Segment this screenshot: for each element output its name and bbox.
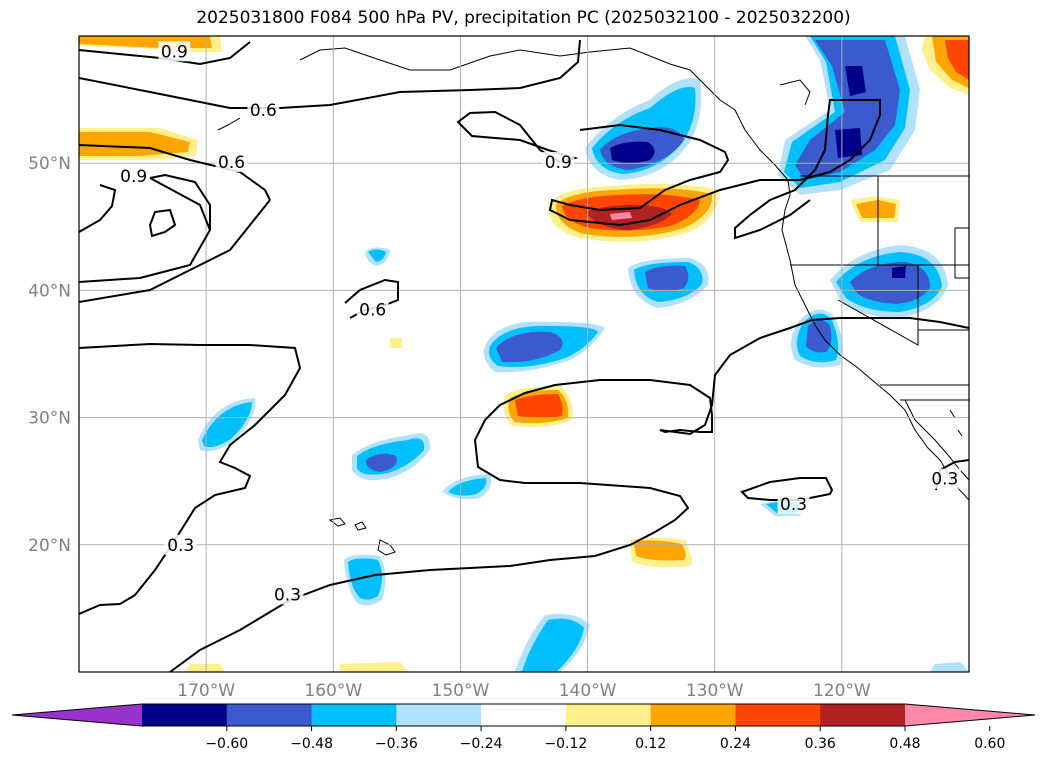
map-frame	[78, 35, 970, 673]
contour-label: 0.3	[167, 536, 194, 556]
colorbar-tick-label: 0.36	[805, 736, 836, 752]
colorbar-segment	[226, 704, 313, 726]
colorbar-tick-label: −0.60	[205, 736, 248, 752]
contour-labels: 0.9 0.6 0.6 0.9 0.9 0.6 0.3 0.3 0.3 0.3	[117, 41, 961, 605]
longitude-labels: 170°W 160°W 150°W 140°W 130°W 120°W	[177, 681, 871, 701]
lon-tick-label: 130°W	[686, 681, 744, 701]
contour-label: 0.9	[120, 167, 147, 187]
lat-tick-label: 40°N	[28, 281, 71, 301]
colorbar-tick-label: 0.48	[889, 736, 920, 752]
graticule	[79, 36, 969, 672]
contour-label-bg	[158, 41, 191, 62]
colorbar-segment	[142, 704, 228, 726]
colorbar-tick-label: −0.48	[290, 736, 333, 752]
colorbar-tick-label: −0.12	[544, 736, 587, 752]
coastlines	[217, 47, 969, 556]
colorbar-tick-label: 0.12	[635, 736, 666, 752]
lon-tick-label: 150°W	[432, 681, 490, 701]
contour-label: 0.9	[161, 42, 188, 62]
precip-fields	[79, 36, 969, 672]
lat-tick-label: 30°N	[28, 409, 71, 429]
contour-label-bg	[247, 99, 280, 120]
lon-tick-label: 140°W	[559, 681, 617, 701]
colorbar-tick-label: 0.60	[974, 736, 1005, 752]
colorbar-segment	[735, 704, 821, 726]
colorbar-segment	[650, 704, 736, 726]
contour-label-bg	[777, 494, 810, 515]
contour-label-bg	[271, 584, 304, 605]
colorbar-tick-label: 0.24	[720, 736, 751, 752]
contour-label-bg	[542, 151, 575, 172]
precip-positive-w	[79, 128, 198, 160]
colorbar: −0.60 −0.48 −0.36 −0.24 −0.12 0.12 0.24 0.36 0.4…	[11, 703, 1036, 752]
contour-label-bg	[928, 468, 961, 489]
precip-negative-mid	[628, 258, 709, 308]
map-panel: 0.9 0.6 0.6 0.9 0.9 0.6 0.3 0.3 0.3 0.3	[79, 36, 969, 672]
lat-tick-label: 20°N	[28, 536, 71, 556]
precip-negative-north-central	[585, 78, 702, 180]
contour-label: 0.6	[250, 101, 277, 121]
precip-negative-central-south	[198, 247, 969, 672]
colorbar-extend-min	[12, 704, 142, 726]
contour-label: 0.3	[931, 470, 958, 490]
colorbar-outline	[11, 703, 1036, 727]
contour-label-bg	[117, 165, 150, 186]
contour-label: 0.9	[545, 153, 572, 173]
lat-tick-label: 50°N	[28, 154, 71, 174]
colorbar-segment	[396, 704, 482, 726]
colorbar-tick-label: −0.36	[375, 736, 418, 752]
figure-title: 2025031800 F084 500 hPa PV, precipitatio…	[196, 8, 851, 28]
colorbar-extend-max	[905, 704, 1035, 726]
lon-tick-label: 170°W	[177, 681, 235, 701]
colorbar-segment	[820, 704, 906, 726]
precip-positive-ne-corner	[922, 36, 969, 95]
contour-label-bg	[356, 299, 389, 320]
lon-tick-label: 160°W	[304, 681, 362, 701]
contour-label: 0.3	[780, 495, 807, 515]
contour-label: 0.6	[218, 153, 245, 173]
contour-label-bg	[215, 151, 248, 172]
latitude-labels: 20°N 30°N 40°N 50°N	[28, 154, 71, 556]
colorbar-segment	[311, 704, 397, 726]
precip-positive-central	[548, 183, 719, 242]
contour-label: 0.3	[274, 585, 301, 605]
colorbar-segment	[481, 704, 567, 726]
political-borders	[790, 175, 969, 401]
colorbar-tick-label: −0.24	[460, 736, 503, 752]
colorbar-segment	[565, 704, 652, 726]
contour-label-bg	[164, 534, 197, 555]
lon-tick-label: 120°W	[813, 681, 871, 701]
contour-label: 0.6	[359, 300, 386, 320]
